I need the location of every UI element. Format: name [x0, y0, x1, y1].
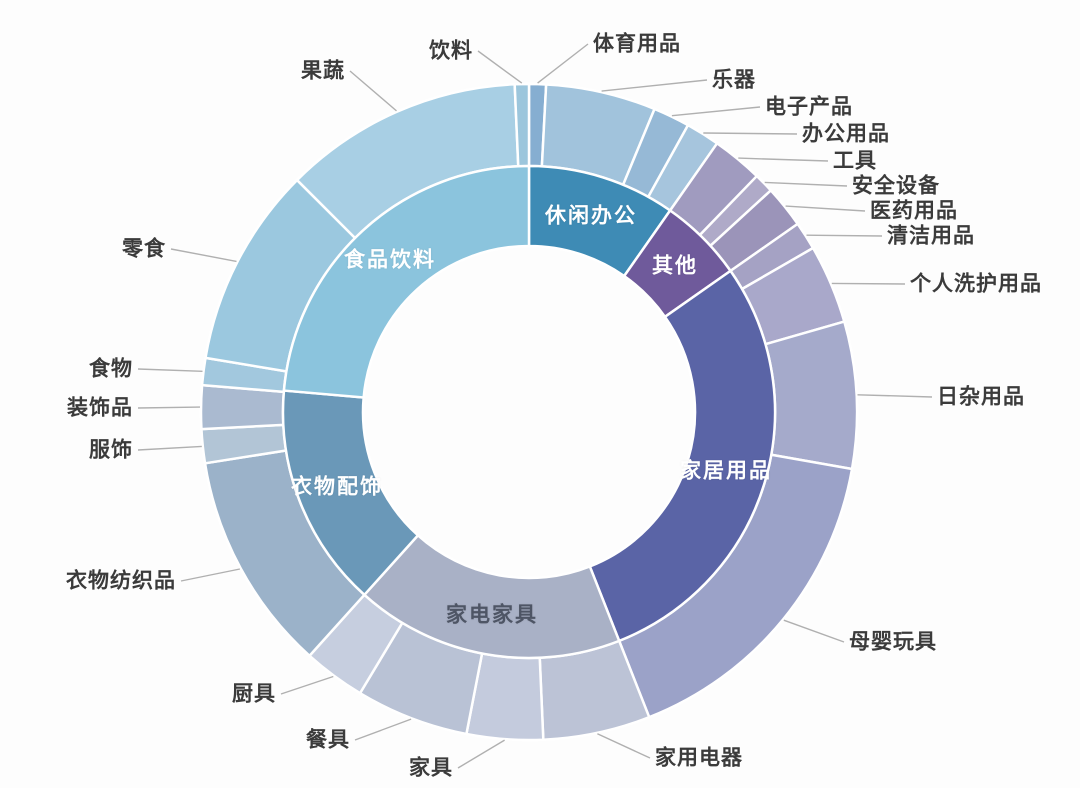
outer-label-tools: 工具 [833, 148, 877, 173]
leader-line-daily-sundries [857, 394, 933, 398]
leader-line-musical-instruments [601, 79, 708, 92]
outer-label-kitchenware: 厨具 [232, 681, 276, 706]
inner-label-other: 其他 [652, 253, 698, 278]
outer-label-sports-goods: 体育用品 [593, 31, 681, 56]
outer-label-medical-supplies: 医药用品 [870, 198, 958, 223]
leader-line-tableware [354, 718, 412, 741]
inner-label-leisure-office: 休闲办公 [545, 203, 637, 228]
leader-line-mother-baby-toys [783, 619, 845, 643]
leader-line-clothing-textiles [180, 568, 241, 582]
outer-segment-daily-sundries[interactable] [764, 320, 859, 471]
leader-line-tools [738, 157, 829, 162]
inner-label-home-goods: 家居用品 [680, 458, 772, 483]
leader-line-home-appliances [597, 733, 651, 759]
outer-label-decorations: 装饰品 [67, 395, 133, 420]
leader-line-decorations [137, 406, 201, 409]
outer-label-snacks: 零食 [122, 236, 166, 261]
outer-label-home-appliances: 家用电器 [655, 745, 743, 770]
inner-label-clothing-accessories: 衣物配饰 [291, 474, 383, 499]
leader-line-sports-goods [537, 43, 589, 84]
outer-label-clothing-textiles: 衣物纺织品 [66, 568, 176, 593]
outer-label-safety-equipment: 安全设备 [852, 173, 940, 198]
outer-label-tableware: 餐具 [306, 727, 350, 752]
leader-line-personal-care [831, 282, 906, 285]
outer-label-personal-care: 个人洗护用品 [910, 271, 1042, 296]
leader-line-safety-equipment [764, 181, 848, 187]
leader-line-furniture [457, 739, 505, 769]
inner-label-appliances-furniture: 家电家具 [446, 602, 538, 627]
inner-segment-home-goods[interactable] [588, 269, 777, 643]
leader-line-food [137, 368, 203, 372]
outer-label-apparel: 服饰 [89, 437, 133, 462]
outer-label-electronics: 电子产品 [765, 94, 853, 119]
inner-segment-food-beverage[interactable] [282, 164, 531, 399]
outer-label-mother-baby-toys: 母婴玩具 [849, 629, 937, 654]
outer-label-cleaning-supplies: 清洁用品 [887, 223, 975, 248]
outer-label-office-supplies: 办公用品 [802, 121, 890, 146]
outer-label-furniture: 家具 [409, 755, 453, 780]
outer-label-daily-sundries: 日杂用品 [937, 384, 1025, 409]
inner-label-food-beverage: 食品饮料 [344, 247, 436, 272]
leader-line-snacks [170, 248, 237, 263]
outer-label-beverages: 饮料 [429, 38, 473, 63]
leader-line-beverages [477, 50, 523, 84]
outer-label-fruits-vegetables: 果蔬 [301, 58, 345, 83]
outer-segment-beverages[interactable] [513, 82, 531, 168]
leader-line-fruits-vegetables [349, 70, 397, 112]
leader-line-apparel [137, 445, 202, 451]
leader-line-electronics [671, 106, 761, 117]
leader-line-cleaning-supplies [806, 234, 883, 237]
leader-line-kitchenware [280, 675, 334, 695]
outer-label-food: 食物 [89, 356, 133, 381]
leader-line-office-supplies [703, 132, 798, 135]
leader-line-medical-supplies [785, 205, 866, 212]
outer-label-musical-instruments: 乐器 [712, 67, 756, 92]
